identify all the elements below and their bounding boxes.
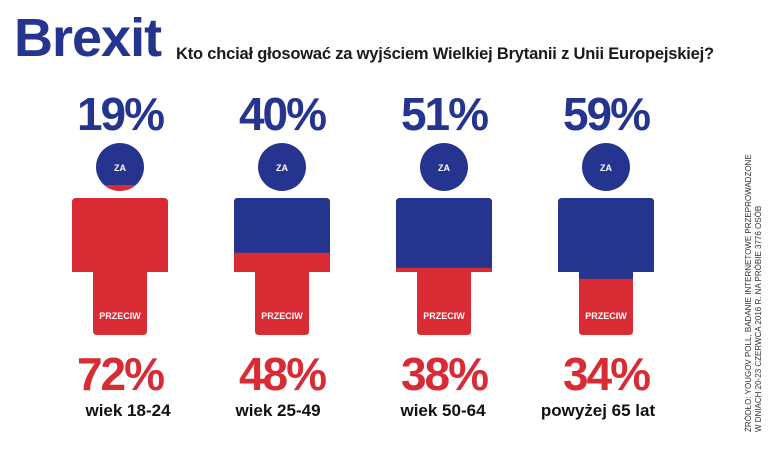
przeciw-percentage: 72% [76, 348, 165, 400]
head-fill-za [96, 143, 144, 191]
person-body [396, 198, 492, 335]
person-figure: ZA PRZECIW [234, 143, 330, 335]
za-label: ZA [600, 163, 612, 173]
za-percentage: 40% [238, 88, 327, 140]
person-head [96, 143, 144, 191]
chart-question: Kto chciał głosować za wyjściem Wielkiej… [176, 45, 714, 63]
za-label: ZA [438, 163, 450, 173]
body-fill-za [234, 198, 330, 253]
za-percentage: 19% [76, 88, 165, 140]
person-head [420, 143, 468, 191]
przeciw-label: PRZECIW [99, 311, 141, 321]
przeciw-label: PRZECIW [261, 311, 303, 321]
head-fill-za [258, 143, 306, 191]
za-percentage: 59% [562, 88, 651, 140]
przeciw-percentage: 48% [238, 348, 327, 400]
age-group-label: wiek 25-49 [235, 401, 321, 420]
age-group-label: wiek 50-64 [400, 401, 486, 420]
person-head [258, 143, 306, 191]
przeciw-percentage: 34% [562, 348, 651, 400]
age-group-label: powyżej 65 lat [540, 401, 656, 420]
body-fill-za [396, 198, 492, 268]
person-figure: ZA PRZECIW [72, 143, 168, 335]
za-percentage: 51% [400, 88, 489, 140]
przeciw-label: PRZECIW [423, 311, 465, 321]
person-figure: ZA PRZECIW [558, 143, 654, 335]
head-fill-za [420, 143, 468, 191]
person-head [582, 143, 630, 191]
age-group-label: wiek 18-24 [85, 401, 171, 420]
przeciw-percentage: 38% [400, 348, 489, 400]
przeciw-label: PRZECIW [585, 311, 627, 321]
source-note: ŹRÓDŁO: YOUGOV POLL, BADANIE INTERNETOWE… [744, 154, 763, 432]
head-fill-za [582, 143, 630, 191]
brand-title: Brexit [14, 8, 162, 68]
head-fill-przeciw [96, 185, 144, 191]
person-figure: ZA PRZECIW [396, 143, 492, 335]
body-fill-za [558, 198, 654, 279]
za-label: ZA [114, 163, 126, 173]
za-label: ZA [276, 163, 288, 173]
